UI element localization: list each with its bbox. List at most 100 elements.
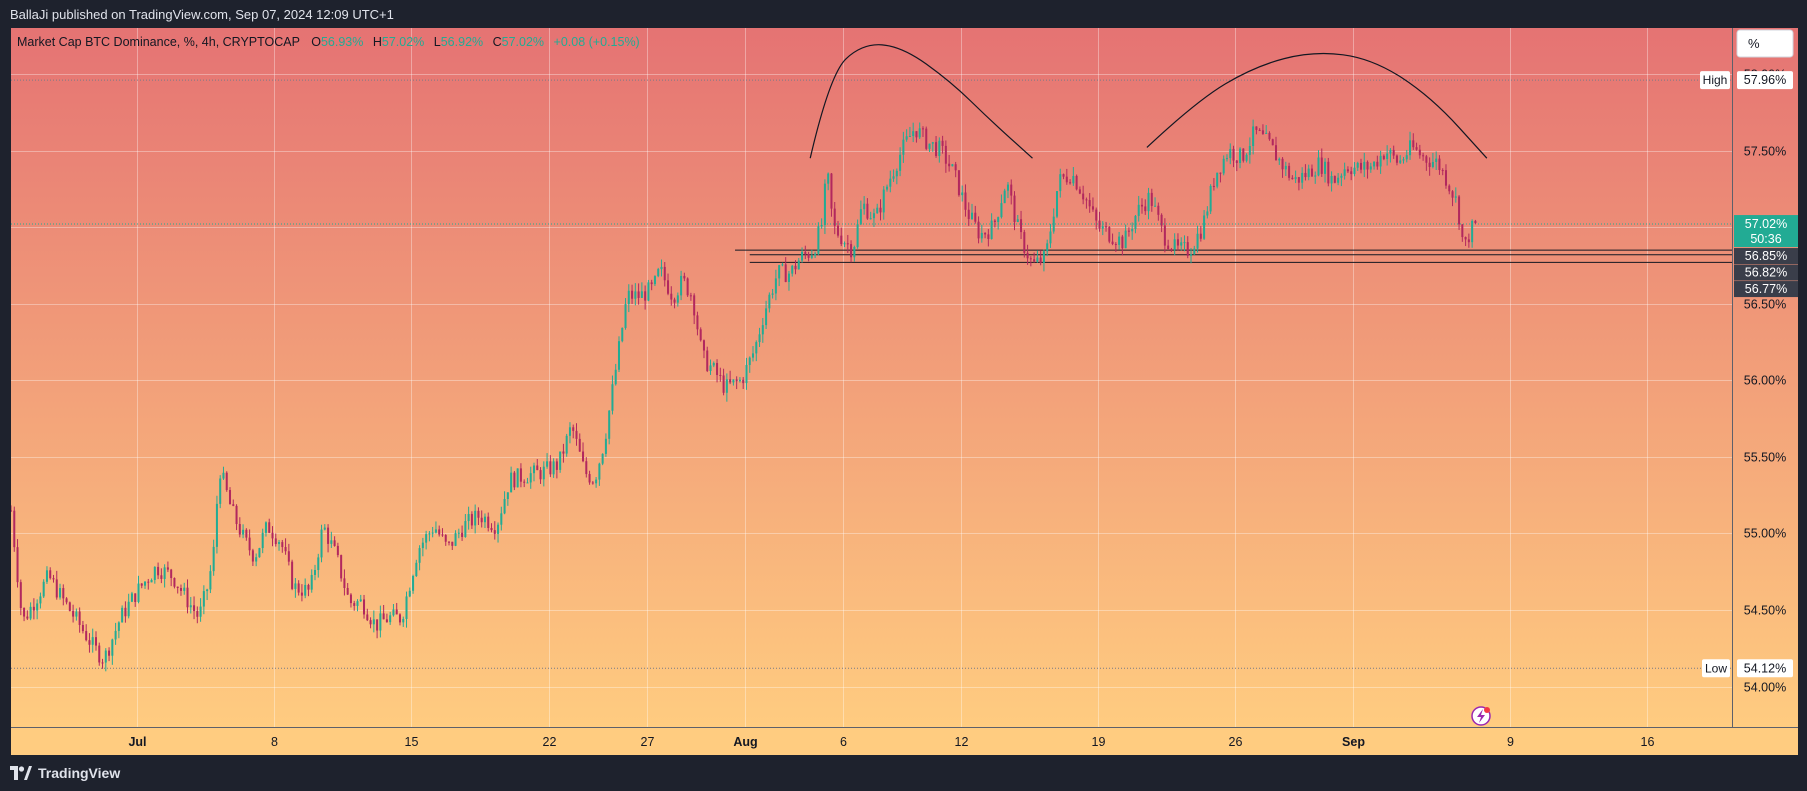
candle [412, 574, 415, 594]
candle-body [513, 472, 516, 488]
candle-body [902, 139, 905, 155]
candle [405, 591, 408, 628]
candle-body [1131, 228, 1134, 232]
candle-body [971, 212, 974, 220]
candle-body [418, 548, 421, 563]
candle-body [444, 535, 447, 542]
candle [359, 594, 362, 602]
candle-body [915, 131, 918, 138]
candle [1330, 171, 1333, 192]
legend-high: 57.02% [382, 35, 424, 49]
candle-body [108, 650, 111, 656]
candle [807, 251, 810, 262]
flash-icon[interactable] [1471, 706, 1491, 726]
candle-body [722, 375, 725, 393]
candle-body [879, 207, 882, 213]
candle [791, 264, 794, 277]
candle-body [85, 631, 88, 641]
candle-body [987, 234, 990, 239]
candle-body [1333, 176, 1336, 183]
candle-body [245, 529, 248, 538]
candle-body [1033, 259, 1036, 262]
candle [1183, 235, 1186, 252]
candle-body [748, 357, 751, 365]
candle-body [91, 637, 94, 645]
candle [532, 462, 536, 482]
candle [1163, 218, 1166, 253]
candle-body [1232, 148, 1235, 161]
candle-body [451, 541, 454, 546]
candle [735, 376, 738, 390]
candle [150, 578, 153, 583]
candle-body [441, 534, 444, 536]
candle-body [729, 379, 732, 383]
candle-body [853, 247, 856, 258]
candle [663, 262, 666, 287]
candle [869, 211, 872, 220]
candle [1245, 153, 1248, 163]
legend-close-label: C [493, 35, 502, 49]
tradingview-logo-icon [10, 766, 32, 780]
x-axis[interactable]: Jul 8 15 22 27 Aug 6 12 19 26 Sep 9 16 [128, 735, 1654, 749]
candle [640, 282, 643, 299]
candle [1409, 131, 1412, 160]
candle-body [19, 582, 22, 608]
candle-body [572, 427, 575, 431]
candle [575, 423, 578, 446]
candle [1239, 147, 1242, 169]
candle [1464, 236, 1467, 247]
candle-body [784, 264, 787, 282]
candle [372, 610, 375, 633]
candle [1441, 168, 1444, 176]
x-tick-label: 9 [1507, 735, 1514, 749]
candle [1069, 179, 1072, 185]
candle-body [791, 265, 794, 274]
candle [65, 597, 68, 605]
candle [1085, 197, 1088, 209]
x-tick-label: 19 [1092, 735, 1106, 749]
tradingview-logo[interactable]: TradingView [10, 765, 120, 781]
candle [1062, 173, 1065, 180]
candle-body [552, 461, 555, 475]
candle [895, 168, 898, 185]
candle-body [627, 290, 630, 305]
candle-body [1438, 158, 1441, 171]
candle [578, 433, 581, 452]
candle-body [405, 596, 408, 619]
legend-open-label: O [311, 35, 321, 49]
candle [19, 579, 22, 616]
y-axis[interactable]: 54.00% 54.50% 55.00% 55.50% 56.00% 56.50% 57.0… [1744, 68, 1786, 695]
candle [997, 216, 1000, 230]
candle [1176, 233, 1179, 251]
candle [91, 628, 94, 653]
candle-body [1055, 191, 1059, 217]
candle-body [1330, 176, 1333, 184]
candle [1255, 126, 1258, 135]
candle [304, 578, 307, 599]
candle [85, 624, 88, 642]
candle [872, 208, 875, 227]
candle [716, 359, 719, 383]
y-tick-label: 55.00% [1744, 527, 1786, 541]
candle [676, 292, 679, 307]
candle [1376, 155, 1379, 170]
candle-body [1294, 177, 1297, 180]
scale-mode-button[interactable]: % [1736, 29, 1794, 58]
candle [758, 327, 761, 347]
candle-body [1150, 192, 1153, 206]
candle [519, 463, 522, 488]
candle-body [640, 291, 643, 298]
candle-body [1415, 147, 1418, 150]
high-marker-label: High [1703, 73, 1728, 87]
candle [667, 273, 670, 296]
candle [1389, 148, 1392, 163]
candle [516, 468, 519, 488]
candle-body [474, 510, 477, 526]
candle [928, 143, 931, 152]
candle [255, 553, 258, 567]
candle [104, 648, 107, 672]
candle-body [346, 587, 349, 595]
candle [977, 216, 980, 244]
candle [833, 201, 836, 235]
